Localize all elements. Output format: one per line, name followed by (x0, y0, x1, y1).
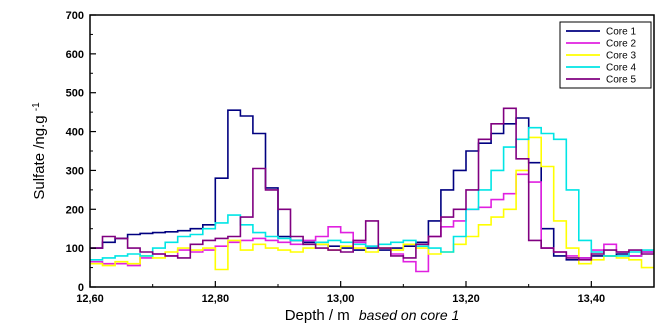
x-tick-label: 12,80 (202, 293, 230, 305)
y-tick-label: 0 (78, 282, 84, 294)
y-tick-label: 300 (66, 165, 84, 177)
y-tick-label: 700 (66, 10, 84, 22)
legend-label-core-3: Core 3 (606, 51, 636, 62)
legend-label-core-2: Core 2 (606, 39, 636, 50)
series-lines (90, 107, 654, 273)
x-tick-label: 13,40 (578, 293, 606, 305)
y-tick-label: 500 (66, 88, 84, 100)
x-tick-label: 12,60 (76, 293, 104, 305)
y-tick-label: 100 (66, 243, 84, 255)
y-axis-label-sup: -1 (31, 102, 42, 111)
x-axis-label-main: Depth / m (285, 307, 350, 324)
y-axis-label: Sulfate /ng.g -1 (31, 102, 48, 200)
legend-label-core-5: Core 5 (606, 75, 636, 86)
legend-label-core-1: Core 1 (606, 27, 636, 38)
x-tick-label: 13,00 (327, 293, 355, 305)
series-line-core-1 (90, 109, 654, 261)
y-tick-label: 400 (66, 127, 84, 139)
legend-label-core-4: Core 4 (606, 63, 636, 74)
x-axis-label: Depth / m based on core 1 (285, 307, 460, 324)
y-tick-label: 200 (66, 204, 84, 216)
series-line-core-4 (90, 126, 654, 261)
axes-layer: 0 100 200 300 400 500 600 700 12,60 12,80 13,00 13,… (66, 10, 605, 305)
y-tick-label: 600 (66, 49, 84, 61)
x-tick-label: 13,20 (452, 293, 480, 305)
series-line-core-5 (90, 107, 654, 261)
series-line-core-2 (90, 173, 654, 273)
series-line-core-3 (90, 136, 654, 271)
x-axis-label-note: based on core 1 (359, 307, 459, 323)
series-layer (90, 107, 654, 273)
y-axis-label-main: Sulfate /ng.g (31, 115, 48, 199)
